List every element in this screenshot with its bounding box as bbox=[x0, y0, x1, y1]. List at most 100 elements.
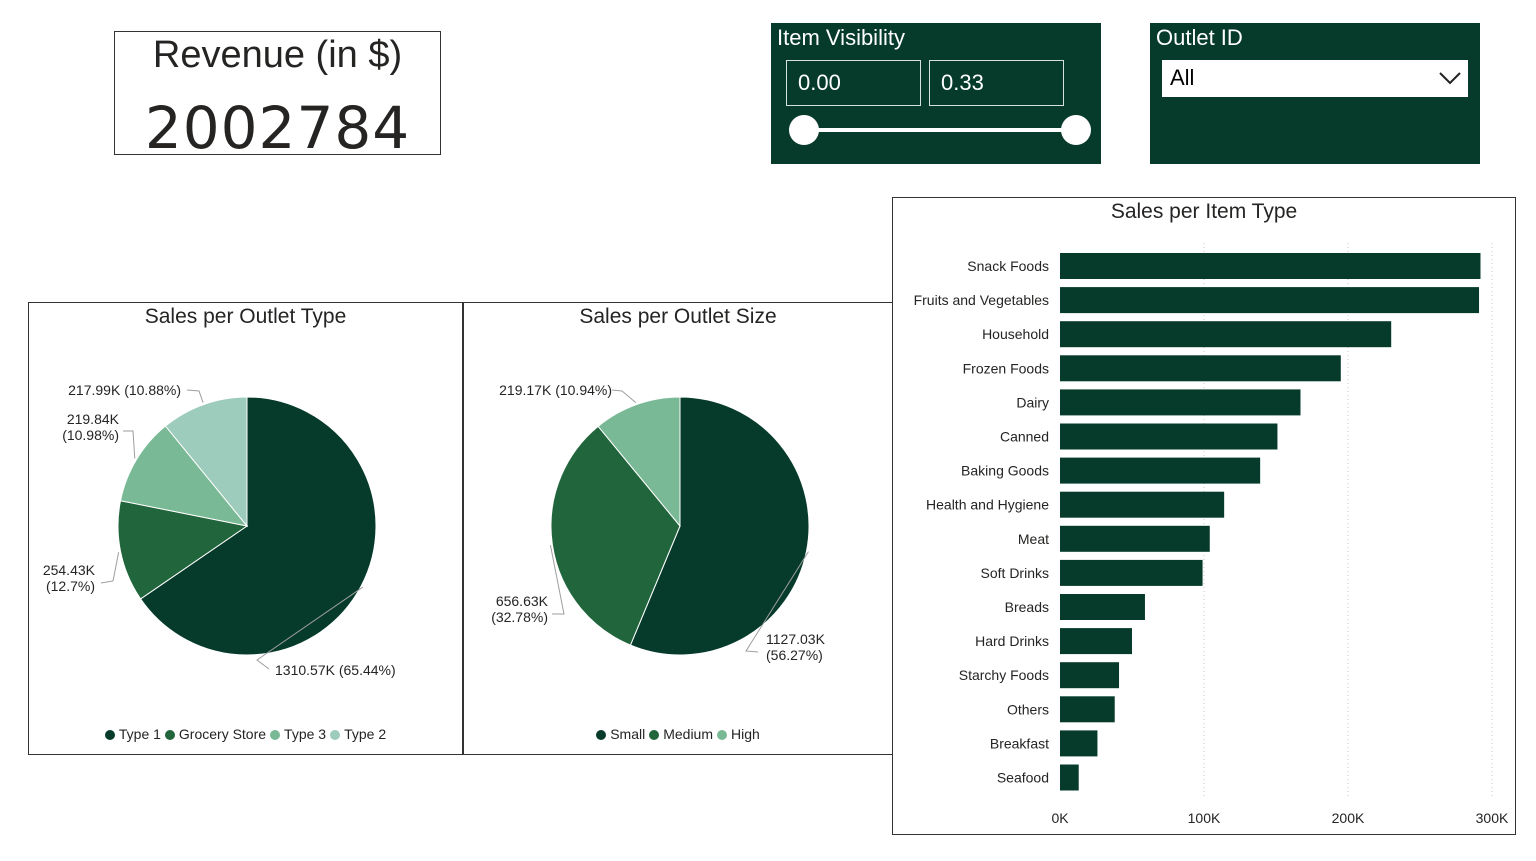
legend-marker bbox=[717, 730, 727, 740]
chart-title: Sales per Outlet Type bbox=[144, 305, 347, 328]
data-label-percent: (10.98%) bbox=[62, 427, 119, 443]
data-label-value: 656.63K bbox=[496, 593, 549, 609]
legend-item[interactable]: Type 2 bbox=[330, 726, 386, 742]
data-label-value: 254.43K bbox=[43, 562, 96, 578]
legend-marker bbox=[649, 730, 660, 740]
y-tick-label: Baking Goods bbox=[961, 463, 1049, 479]
legend-label: Small bbox=[610, 726, 646, 742]
data-label: 219.17K (10.94%) bbox=[499, 382, 612, 398]
bar[interactable] bbox=[1060, 628, 1132, 655]
leader-line bbox=[549, 545, 565, 615]
y-tick-label: Breads bbox=[1005, 599, 1049, 615]
outlet-id-slicer: Outlet ID All bbox=[1150, 23, 1480, 164]
visibility-min-handle[interactable] bbox=[789, 115, 819, 145]
outlet-type-chart: Sales per Outlet Type 1310.57K (65.44%) 2… bbox=[28, 302, 463, 755]
outlet-size-chart: Sales per Outlet Size 1127.03K (56.27%) 65… bbox=[463, 302, 893, 755]
leader-line bbox=[256, 586, 364, 670]
pie-slice[interactable] bbox=[139, 396, 377, 656]
legend-marker bbox=[164, 730, 175, 740]
bar[interactable] bbox=[1060, 696, 1115, 723]
bar[interactable] bbox=[1060, 559, 1203, 586]
visibility-min-input[interactable]: 0.00 bbox=[786, 60, 921, 106]
bar[interactable] bbox=[1060, 287, 1480, 314]
legend-item[interactable]: High bbox=[717, 726, 760, 742]
y-tick-label: Health and Hygiene bbox=[926, 497, 1049, 513]
leader-line bbox=[611, 389, 637, 404]
y-tick-label: Canned bbox=[1000, 429, 1049, 445]
visibility-max-input[interactable]: 0.33 bbox=[929, 60, 1064, 106]
y-tick-label: Breakfast bbox=[990, 735, 1049, 751]
outlet-id-selected: All bbox=[1170, 65, 1195, 90]
legend-marker bbox=[104, 730, 115, 740]
bar[interactable] bbox=[1060, 525, 1210, 552]
x-tick-label: 300K bbox=[1476, 810, 1509, 826]
y-tick-label: Meat bbox=[1018, 531, 1049, 547]
y-tick-label: Dairy bbox=[1016, 394, 1049, 410]
y-tick-label: Hard Drinks bbox=[975, 633, 1049, 649]
data-label-percent: (56.27%) bbox=[766, 647, 823, 663]
x-tick-label: 200K bbox=[1332, 810, 1365, 826]
y-tick-label: Others bbox=[1007, 701, 1049, 717]
chart-title: Sales per Item Type bbox=[1110, 200, 1298, 223]
bar[interactable] bbox=[1060, 457, 1261, 484]
pie-slice[interactable] bbox=[597, 396, 681, 528]
bar[interactable] bbox=[1060, 662, 1120, 689]
y-tick-label: Snack Foods bbox=[967, 258, 1049, 274]
legend-item[interactable]: Small bbox=[596, 726, 645, 742]
outlet-id-title: Outlet ID bbox=[1156, 25, 1243, 50]
legend-label: Type 2 bbox=[344, 726, 387, 742]
visibility-slider-track[interactable] bbox=[804, 128, 1076, 132]
legend-item[interactable]: Type 1 bbox=[104, 726, 161, 742]
pie-slice[interactable] bbox=[117, 500, 249, 600]
bar[interactable] bbox=[1060, 594, 1145, 620]
y-tick-label: Soft Drinks bbox=[981, 565, 1049, 581]
legend-label: Grocery Store bbox=[178, 726, 267, 742]
leader-line bbox=[100, 552, 120, 584]
bar[interactable] bbox=[1060, 491, 1225, 518]
x-tick-label: 100K bbox=[1188, 810, 1221, 826]
bar[interactable] bbox=[1060, 355, 1341, 382]
revenue-card: Revenue (in $) 2002784 bbox=[114, 31, 441, 162]
bar[interactable] bbox=[1060, 730, 1098, 757]
outlet-id-dropdown[interactable]: All bbox=[1162, 60, 1468, 97]
pie-slice[interactable] bbox=[119, 425, 249, 527]
chart-title: Sales per Outlet Size bbox=[579, 305, 777, 328]
revenue-title: Revenue (in $) bbox=[152, 34, 403, 76]
y-tick-label: Household bbox=[982, 326, 1049, 342]
pie-slice[interactable] bbox=[550, 425, 681, 646]
pie-slice[interactable] bbox=[629, 396, 810, 656]
x-tick-label: 0K bbox=[1051, 810, 1069, 826]
y-tick-label: Starchy Foods bbox=[959, 667, 1049, 683]
data-label: 217.99K (10.88%) bbox=[68, 382, 181, 398]
bar[interactable] bbox=[1060, 764, 1079, 791]
leader-line bbox=[123, 430, 136, 459]
legend-item[interactable]: Grocery Store bbox=[164, 726, 267, 742]
pie-slice[interactable] bbox=[164, 396, 248, 528]
data-label-value: 1127.03K bbox=[766, 631, 826, 647]
data-label-percent: (12.7%) bbox=[46, 578, 95, 594]
item-type-chart: Sales per Item Type 0K 100K 200K 300K Snack … bbox=[892, 197, 1516, 835]
legend-marker bbox=[270, 730, 281, 740]
y-tick-label: Frozen Foods bbox=[963, 360, 1049, 376]
legend-label: Type 3 bbox=[284, 726, 327, 742]
item-visibility-title: Item Visibility bbox=[777, 25, 905, 50]
bar[interactable] bbox=[1060, 321, 1392, 348]
legend-item[interactable]: Medium bbox=[649, 726, 713, 742]
item-visibility-slicer: Item Visibility 0.00 0.33 bbox=[771, 23, 1101, 164]
legend-label: Type 1 bbox=[118, 726, 161, 742]
legend-label: Medium bbox=[663, 726, 713, 742]
legend-item[interactable]: Type 3 bbox=[270, 726, 326, 742]
legend-label: High bbox=[731, 726, 760, 742]
data-label-value: 219.84K bbox=[67, 411, 120, 427]
visibility-max-handle[interactable] bbox=[1061, 115, 1091, 145]
bar[interactable] bbox=[1060, 423, 1278, 450]
y-tick-label: Seafood bbox=[997, 770, 1049, 786]
item-type-bars: 0K 100K 200K 300K Snack Foods Fruits and Vege… bbox=[914, 243, 1509, 826]
legend-marker bbox=[330, 730, 341, 740]
legend-marker bbox=[596, 730, 607, 740]
bar[interactable] bbox=[1060, 253, 1481, 279]
y-tick-label: Fruits and Vegetables bbox=[914, 292, 1049, 308]
outlet-type-pie: 1310.57K (65.44%) 254.43K(12.7%) 219.84K(1… bbox=[43, 382, 396, 678]
bar[interactable] bbox=[1060, 389, 1301, 416]
outlet-size-pie: 1127.03K(56.27%) 656.63K(32.78%) 219.17K (… bbox=[491, 382, 826, 663]
